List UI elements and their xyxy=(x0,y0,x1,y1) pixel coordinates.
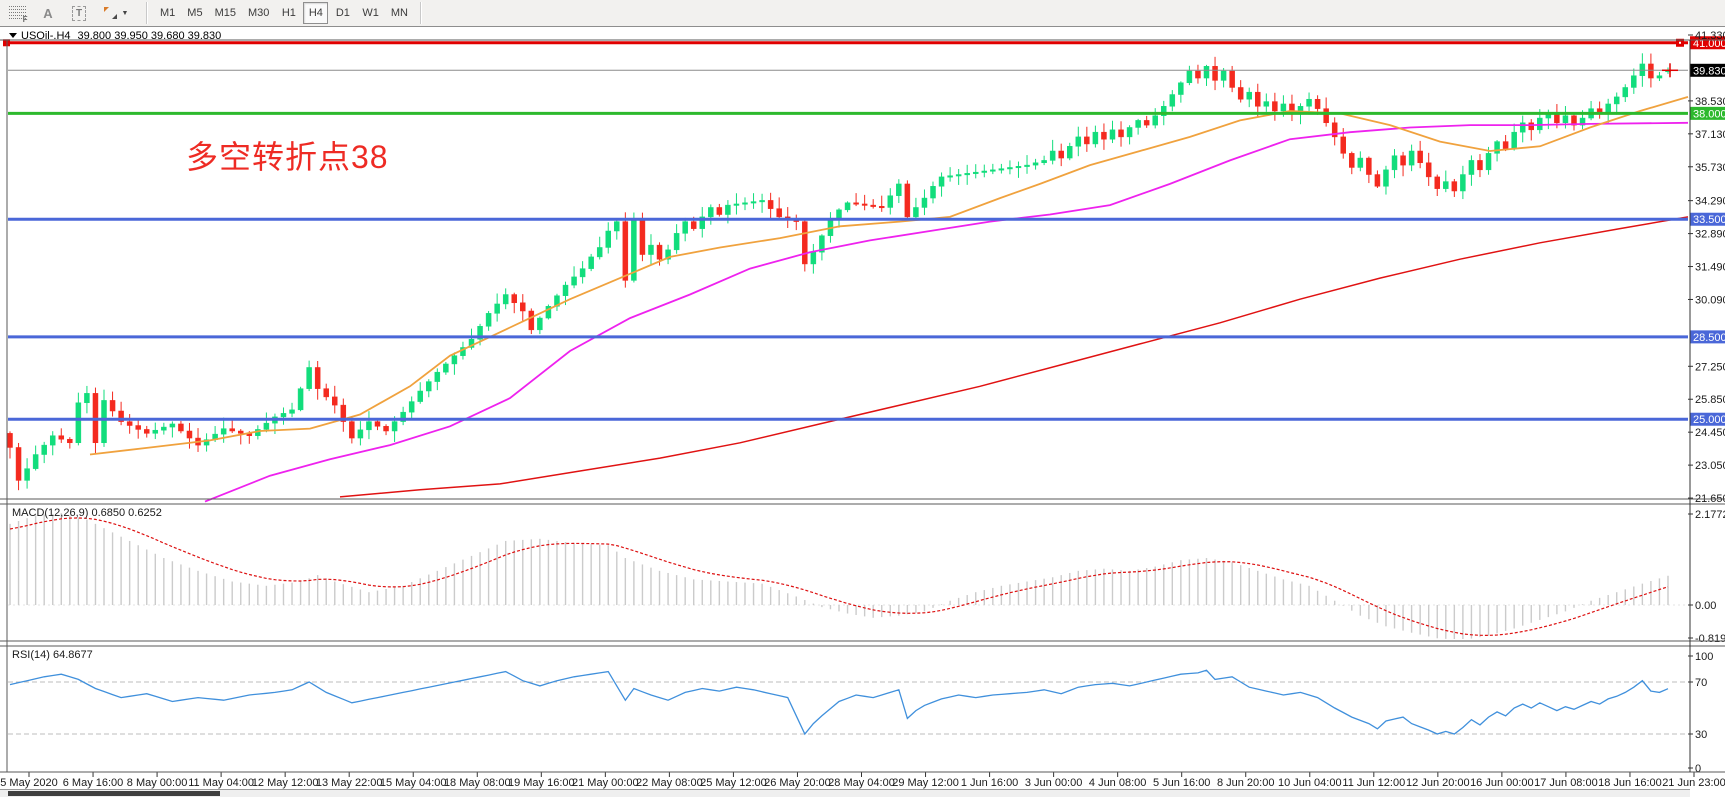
svg-text:29 May 12:00: 29 May 12:00 xyxy=(892,777,959,789)
frame-layer xyxy=(0,39,1725,773)
rsi-indicator-label: RSI(14) 64.8677 xyxy=(12,649,93,661)
horizontal-lines-layer: 41.000 38.000 33.500 28.500 25.000 39.830 xyxy=(3,36,1725,426)
macd-pane-layer: 2.1772 0.00 -0.819 xyxy=(8,509,1725,645)
horizontal-scrollbar[interactable] xyxy=(0,789,1690,797)
svg-text:39.830: 39.830 xyxy=(1693,65,1725,77)
dropdown-caret-icon[interactable]: ▼ xyxy=(121,9,129,17)
svg-text:18 May 08:00: 18 May 08:00 xyxy=(444,777,511,789)
svg-text:3 Jun 00:00: 3 Jun 00:00 xyxy=(1025,777,1083,789)
text-icon: A xyxy=(43,5,53,21)
svg-text:8 May 00:00: 8 May 00:00 xyxy=(127,777,188,789)
svg-text:4 Jun 08:00: 4 Jun 08:00 xyxy=(1089,777,1147,789)
symbol-period-label: USOil-.H4 xyxy=(21,29,71,42)
svg-text:100: 100 xyxy=(1695,651,1713,663)
svg-text:23.050: 23.050 xyxy=(1695,460,1725,472)
background-layer xyxy=(0,28,1725,796)
svg-text:18 Jun 16:00: 18 Jun 16:00 xyxy=(1598,777,1662,789)
svg-text:38.530: 38.530 xyxy=(1695,96,1725,108)
ma-fast-orange xyxy=(89,96,1689,456)
svg-text:6 May 16:00: 6 May 16:00 xyxy=(63,777,124,789)
svg-text:25 May 12:00: 25 May 12:00 xyxy=(700,777,767,789)
svg-text:41.330: 41.330 xyxy=(1695,30,1725,42)
svg-text:24.450: 24.450 xyxy=(1695,427,1725,439)
chart-title: USOil-.H4 39.800 39.950 39.680 39.830 xyxy=(9,29,221,42)
ohlc-values: 39.800 39.950 39.680 39.830 xyxy=(77,29,222,42)
fibonacci-tool-button[interactable]: F xyxy=(4,2,30,24)
svg-text:16 Jun 00:00: 16 Jun 00:00 xyxy=(1470,777,1534,789)
svg-text:2.1772: 2.1772 xyxy=(1695,509,1725,521)
macd-indicator-label: MACD(12,26,9) 0.6850 0.6252 xyxy=(12,507,162,519)
svg-text:0.00: 0.00 xyxy=(1695,600,1716,612)
svg-text:22 May 08:00: 22 May 08:00 xyxy=(636,777,703,789)
svg-text:28 May 04:00: 28 May 04:00 xyxy=(828,777,895,789)
text-tool-button[interactable]: A xyxy=(35,2,61,24)
ma-mid-magenta xyxy=(204,121,1689,503)
svg-text:28.500: 28.500 xyxy=(1693,332,1725,344)
svg-text:15 May 04:00: 15 May 04:00 xyxy=(380,777,447,789)
timeframe-w1-button[interactable]: W1 xyxy=(357,2,384,24)
svg-text:12 Jun 20:00: 12 Jun 20:00 xyxy=(1406,777,1470,789)
svg-text:25.000: 25.000 xyxy=(1693,414,1725,426)
svg-text:38.000: 38.000 xyxy=(1693,108,1725,120)
axes-layer: 41.330 38.530 37.130 35.730 34.290 32.890 31.4… xyxy=(0,30,1725,789)
toolbar: F A T ▼ M1 M5 M15 M30 H1 H4 D1 W1 MN xyxy=(0,0,1725,27)
svg-text:13 May 22:00: 13 May 22:00 xyxy=(316,777,383,789)
timeframe-h1-button[interactable]: H1 xyxy=(276,2,301,24)
svg-text:11 Jun 12:00: 11 Jun 12:00 xyxy=(1342,777,1405,789)
svg-text:30: 30 xyxy=(1695,729,1707,741)
fibonacci-letter: F xyxy=(22,15,28,24)
arrows-tool-button[interactable]: ▼ xyxy=(97,2,135,24)
moving-averages-layer xyxy=(89,96,1689,503)
timeframe-h4-button[interactable]: H4 xyxy=(303,2,329,24)
rsi-pane-layer: 100 70 30 0 xyxy=(8,651,1713,775)
scrollbar-thumb[interactable] xyxy=(8,791,220,796)
toolbar-separator xyxy=(419,2,422,24)
timeframe-d1-button[interactable]: D1 xyxy=(330,2,355,24)
timeframe-m15-button[interactable]: M15 xyxy=(210,2,241,24)
svg-text:26 May 20:00: 26 May 20:00 xyxy=(764,777,831,789)
toolbar-separator xyxy=(146,2,148,24)
arrows-icon xyxy=(103,7,118,19)
svg-text:19 May 16:00: 19 May 16:00 xyxy=(508,777,575,789)
svg-text:17 Jun 08:00: 17 Jun 08:00 xyxy=(1534,777,1598,789)
svg-text:30.090: 30.090 xyxy=(1695,294,1725,306)
timeframe-m1-button[interactable]: M1 xyxy=(155,2,180,24)
svg-text:10 Jun 04:00: 10 Jun 04:00 xyxy=(1278,777,1342,789)
timeframe-mn-button[interactable]: MN xyxy=(386,2,413,24)
svg-text:25.850: 25.850 xyxy=(1695,394,1725,406)
svg-text:8 Jun 20:00: 8 Jun 20:00 xyxy=(1217,777,1275,789)
svg-text:-0.819: -0.819 xyxy=(1695,633,1725,645)
svg-text:12 May 12:00: 12 May 12:00 xyxy=(252,777,319,789)
svg-text:33.500: 33.500 xyxy=(1693,214,1725,226)
candles-layer xyxy=(7,53,1671,491)
svg-text:31.490: 31.490 xyxy=(1695,262,1725,274)
svg-text:5 May 2020: 5 May 2020 xyxy=(0,777,57,789)
svg-text:1 Jun 16:00: 1 Jun 16:00 xyxy=(961,777,1019,789)
svg-text:37.130: 37.130 xyxy=(1695,129,1725,141)
svg-text:11 May 04:00: 11 May 04:00 xyxy=(188,777,254,789)
svg-text:41.000: 41.000 xyxy=(1693,38,1725,50)
chart-annotation-text[interactable]: 多空转折点38 xyxy=(186,139,389,175)
svg-text:21 May 00:00: 21 May 00:00 xyxy=(572,777,639,789)
svg-text:0: 0 xyxy=(1695,763,1701,775)
svg-text:35.730: 35.730 xyxy=(1695,162,1725,174)
svg-text:34.290: 34.290 xyxy=(1695,196,1725,208)
svg-text:27.250: 27.250 xyxy=(1695,361,1725,373)
svg-text:70: 70 xyxy=(1695,677,1707,689)
timeframe-m30-button[interactable]: M30 xyxy=(243,2,274,24)
svg-text:5 Jun 16:00: 5 Jun 16:00 xyxy=(1153,777,1211,789)
fibonacci-icon: F xyxy=(8,6,28,24)
svg-text:32.890: 32.890 xyxy=(1695,229,1725,241)
ma-slow-red xyxy=(339,216,1689,498)
symbol-dropdown-icon[interactable] xyxy=(9,33,17,42)
label-icon: T xyxy=(71,5,87,21)
label-tool-button[interactable]: T xyxy=(66,2,92,24)
svg-text:21 Jun 23:00: 21 Jun 23:00 xyxy=(1662,777,1725,789)
timeframe-m5-button[interactable]: M5 xyxy=(182,2,207,24)
